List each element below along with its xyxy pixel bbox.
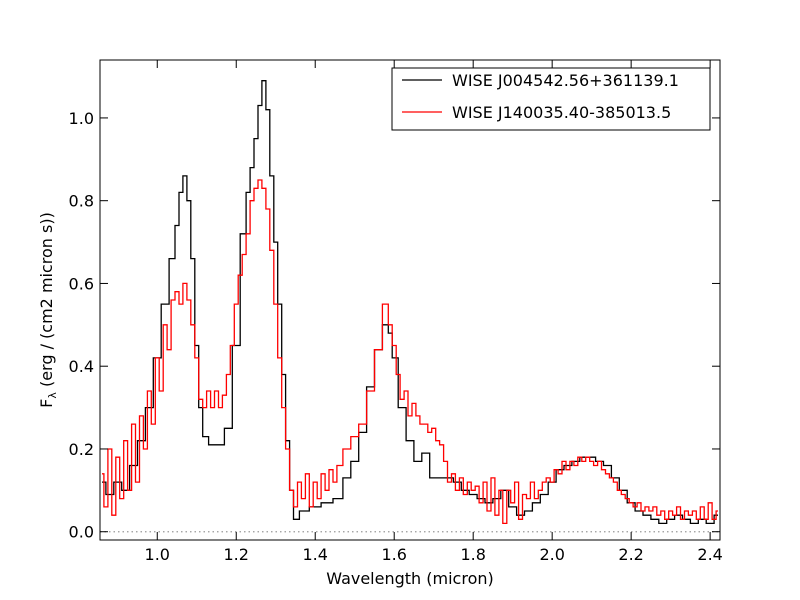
y-tick-label: 1.0 — [69, 109, 94, 128]
x-tick-label: 1.6 — [381, 545, 406, 564]
axes-frame — [99, 59, 721, 541]
y-axis-label-units: (erg / (cm2 micron s)) — [37, 212, 56, 392]
x-tick-label: 1.4 — [302, 545, 327, 564]
x-tick-label: 1.2 — [224, 545, 249, 564]
x-axis-label: Wavelength (micron) — [326, 569, 493, 588]
series-layer — [102, 80, 718, 525]
legend-box — [391, 67, 711, 131]
y-tick-label: 0.8 — [69, 192, 94, 211]
axes-layer: 1.0 1.2 1.4 1.6 1.8 2.0 2.2 2.4 0.0 0.2 0.4 0.6 0.8 1… — [69, 59, 723, 564]
y-axis-label-subscript: λ — [46, 392, 59, 399]
y-tick-label: 0.6 — [69, 274, 94, 293]
y-tick-label: 0.2 — [69, 440, 94, 459]
legend: WISE J004542.56+361139.1 WISE J140035.40… — [391, 67, 711, 131]
x-tick-label: 2.2 — [618, 545, 643, 564]
x-tick-label: 2.4 — [697, 545, 722, 564]
y-axis-label: Fλ (erg / (cm2 micron s)) — [37, 212, 59, 408]
x-tick-label: 1.0 — [145, 545, 170, 564]
series-line-2 — [102, 179, 718, 525]
x-tick-label: 2.0 — [539, 545, 564, 564]
y-tick-label: 0.4 — [69, 357, 94, 376]
y-tick-label: 0.0 — [69, 523, 94, 542]
x-tick-label: 1.8 — [460, 545, 485, 564]
y-axis-label-main: F — [37, 399, 56, 408]
legend-label-series-2: WISE J140035.40-385013.5 — [452, 103, 671, 122]
legend-label-series-1: WISE J004542.56+361139.1 — [452, 71, 679, 90]
